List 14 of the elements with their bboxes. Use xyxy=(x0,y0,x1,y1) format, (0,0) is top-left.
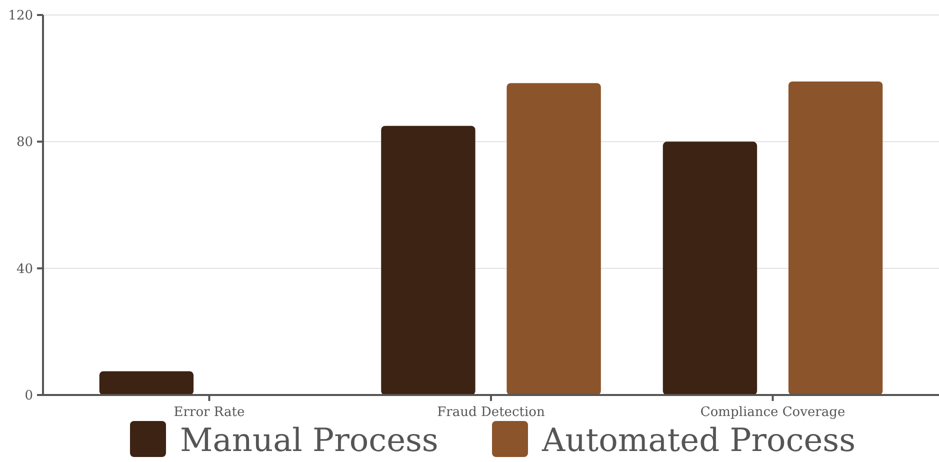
x-tick-label: Error Rate xyxy=(174,405,245,420)
legend-label: Automated Process xyxy=(541,421,856,459)
legend-label: Manual Process xyxy=(180,421,438,459)
y-tick-label: 0 xyxy=(24,388,33,404)
bar xyxy=(381,126,476,395)
x-tick-label: Fraud Detection xyxy=(437,405,546,420)
bar xyxy=(99,371,194,395)
bar xyxy=(662,142,758,395)
x-tick-label: Compliance Coverage xyxy=(700,405,846,420)
bar xyxy=(506,83,601,395)
bar xyxy=(788,82,883,395)
y-tick-label: 80 xyxy=(16,135,33,150)
y-tick-label: 40 xyxy=(16,262,33,277)
y-tick-label: 120 xyxy=(8,8,33,24)
